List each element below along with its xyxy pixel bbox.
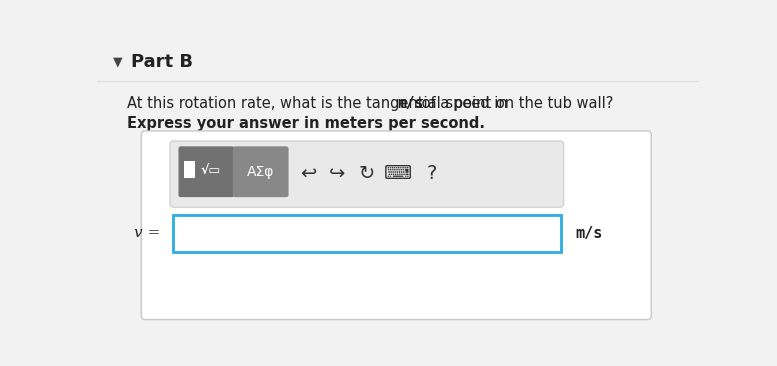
FancyBboxPatch shape bbox=[184, 161, 195, 178]
Text: Part B: Part B bbox=[131, 53, 193, 71]
FancyBboxPatch shape bbox=[173, 215, 560, 252]
FancyBboxPatch shape bbox=[170, 141, 563, 207]
Text: of a point on the tub wall?: of a point on the tub wall? bbox=[417, 97, 614, 112]
Text: v =: v = bbox=[134, 226, 161, 240]
Text: ⌨: ⌨ bbox=[384, 164, 412, 183]
FancyBboxPatch shape bbox=[233, 146, 288, 197]
FancyBboxPatch shape bbox=[141, 131, 651, 320]
Text: ↻: ↻ bbox=[359, 164, 375, 183]
Text: ↩: ↩ bbox=[300, 164, 316, 183]
Text: Express your answer in meters per second.: Express your answer in meters per second… bbox=[127, 116, 485, 131]
Text: m/s: m/s bbox=[575, 226, 603, 241]
Text: ▼: ▼ bbox=[113, 56, 122, 69]
Text: ΑΣφ: ΑΣφ bbox=[247, 165, 274, 179]
Text: At this rotation rate, what is the tangential speed in: At this rotation rate, what is the tange… bbox=[127, 97, 512, 112]
Text: √▭: √▭ bbox=[201, 165, 221, 178]
Text: ↪: ↪ bbox=[329, 164, 346, 183]
Text: m/s: m/s bbox=[398, 97, 424, 112]
FancyBboxPatch shape bbox=[97, 44, 699, 81]
FancyBboxPatch shape bbox=[179, 146, 235, 197]
Text: ?: ? bbox=[427, 164, 437, 183]
